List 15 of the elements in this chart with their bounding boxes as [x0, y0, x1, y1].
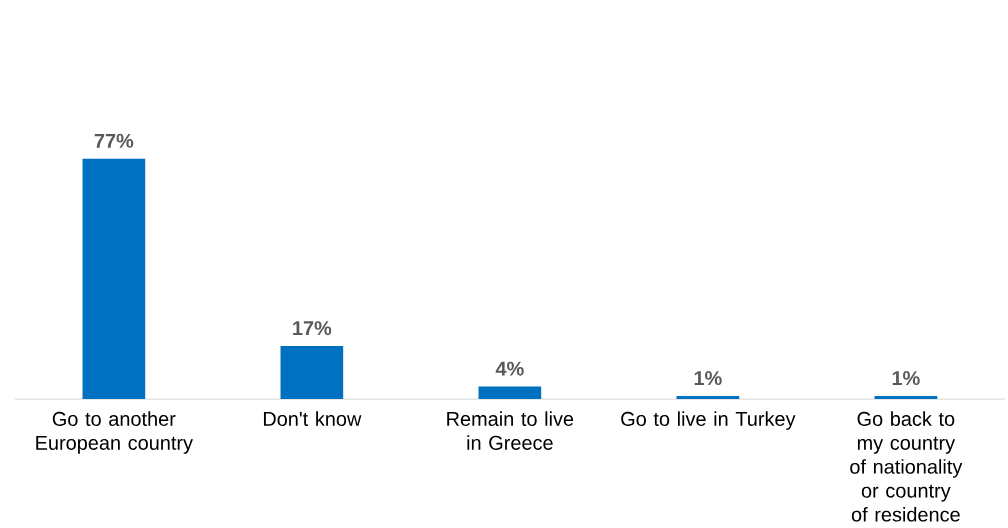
bar — [478, 386, 542, 399]
x-tick-label: Go to live in Turkey — [621, 411, 796, 430]
data-label: 1% — [892, 370, 920, 385]
bar — [874, 395, 938, 399]
bar — [82, 158, 146, 399]
data-label: 4% — [495, 361, 524, 376]
x-tick-label: Go back to my country of nationality or country of residence — [850, 411, 963, 522]
x-tick-label: Go to another European country — [36, 411, 193, 454]
bar — [676, 395, 740, 399]
data-label: 77% — [94, 133, 134, 148]
bar — [280, 345, 344, 399]
x-tick-label: Don't know — [263, 411, 362, 426]
x-tick-label: Remain to live in Greece — [447, 411, 574, 450]
data-label: 1% — [694, 370, 722, 385]
data-label: 17% — [293, 321, 332, 335]
